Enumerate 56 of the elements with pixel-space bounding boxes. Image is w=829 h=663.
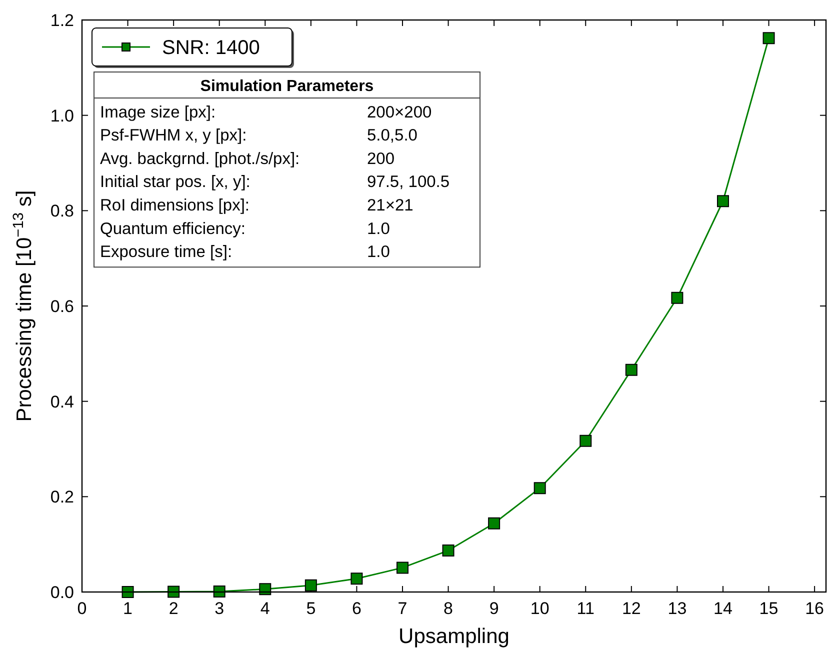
point	[488, 517, 500, 530]
legend-label: SNR: 1400	[162, 37, 260, 59]
x-tick-label: 16	[805, 599, 824, 618]
point	[716, 195, 729, 208]
annotation: 200×200	[367, 103, 432, 122]
annotation: Simulation Parameters	[200, 78, 374, 95]
x-tick-label: 12	[622, 599, 641, 618]
annotation: Quantum efficiency:	[100, 220, 246, 238]
x-tick-label: 8	[444, 599, 454, 618]
annotation: 1.0	[367, 243, 390, 262]
point	[396, 562, 408, 574]
x-tick-label: 4	[260, 599, 270, 618]
annotation: Avg. backgrnd. [phot./s/px]:	[100, 150, 300, 168]
point	[350, 572, 363, 585]
point	[442, 544, 454, 557]
annotation: 21×21	[367, 196, 414, 214]
point	[122, 586, 134, 598]
y-tick-label: 1.2	[50, 11, 74, 30]
annotation: 97.5, 100.5	[367, 173, 450, 192]
y-tick-label: 0.2	[50, 488, 74, 507]
x-tick-label: 1	[123, 599, 133, 618]
x-tick-label: 11	[576, 599, 594, 618]
x-tick-label: 5	[306, 599, 316, 618]
y-tick-label: 1.0	[50, 106, 74, 126]
x-tick-label: 10	[530, 599, 550, 618]
x-tick-label: 3	[214, 599, 224, 618]
x-tick-label: 14	[714, 599, 732, 618]
annotation: Initial star pos. [x, y]:	[100, 173, 250, 192]
annotation: 200	[367, 150, 395, 168]
x-tick-label: 7	[398, 599, 408, 618]
x-tick-label: 15	[759, 599, 778, 618]
y-tick-label: 0.8	[50, 202, 74, 221]
y-tick-label: 0.0	[50, 583, 74, 602]
x-tick-label: 0	[77, 599, 87, 618]
point	[762, 32, 775, 44]
annotation: Psf-FWHM x, y [px]:	[100, 126, 247, 145]
x-tick-label: 9	[489, 599, 499, 618]
point	[580, 434, 592, 447]
annotation: Image size [px]:	[100, 103, 216, 122]
x-tick-label: 13	[668, 599, 687, 618]
point	[625, 364, 638, 376]
annotation: 5.0,5.0	[367, 126, 418, 145]
point	[534, 482, 546, 494]
point	[168, 586, 180, 598]
annotation: RoI dimensions [px]:	[100, 196, 250, 214]
x-axis-title: Upsampling	[398, 625, 510, 648]
y-tick-label: 0.6	[50, 297, 74, 316]
point	[304, 579, 317, 592]
y-tick-label: 0.4	[50, 392, 74, 412]
point	[671, 292, 684, 304]
annotation: 1.0	[367, 220, 390, 238]
x-tick-label: 2	[168, 599, 178, 618]
annotation: Exposure time [s]:	[100, 243, 232, 262]
x-tick-label: 6	[352, 599, 362, 618]
point	[213, 586, 226, 598]
point	[259, 583, 272, 596]
